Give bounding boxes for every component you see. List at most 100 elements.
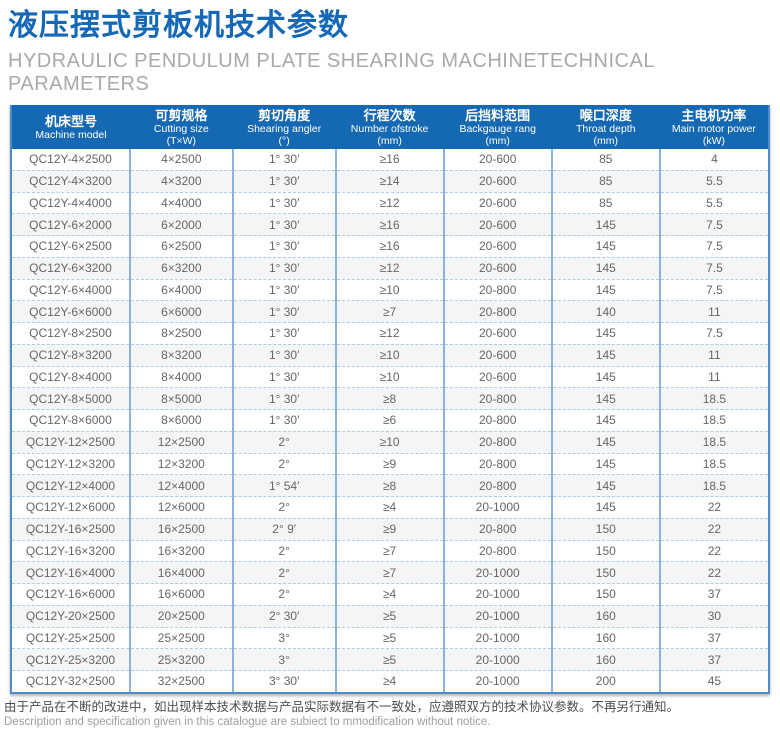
table-cell: 3° bbox=[231, 626, 336, 649]
table-cell: 1° 30′ bbox=[231, 213, 336, 236]
table-cell: ≥12 bbox=[334, 322, 444, 345]
table-cell: 2° bbox=[231, 561, 336, 584]
table-row: QC12Y-16×3200 16×3200 2° ≥7 20-800 150 22 bbox=[12, 539, 768, 562]
table-cell: 160 bbox=[550, 648, 660, 671]
table-cell: 2° bbox=[231, 583, 336, 606]
table-cell: 1° 30′ bbox=[231, 278, 336, 301]
table-cell: 25×3200 bbox=[128, 648, 233, 671]
table-cell: 20-800 bbox=[442, 517, 552, 540]
table-cell: ≥8 bbox=[334, 474, 444, 497]
table-cell: 1° 54′ bbox=[231, 474, 336, 497]
table-cell: 20-600 bbox=[442, 235, 552, 258]
table-cell: 16×4000 bbox=[128, 561, 233, 584]
table-cell: 18.5 bbox=[658, 387, 768, 410]
table-cell: 18.5 bbox=[658, 474, 768, 497]
table-cell: ≥5 bbox=[334, 604, 444, 627]
table-cell: QC12Y-6×3200 bbox=[12, 256, 130, 279]
table-cell: QC12Y-4×3200 bbox=[12, 169, 130, 192]
table-cell: 7.5 bbox=[658, 278, 768, 301]
table-cell: 7.5 bbox=[658, 256, 768, 279]
table-cell: QC12Y-8×4000 bbox=[12, 365, 130, 388]
table-cell: 150 bbox=[550, 517, 660, 540]
table-cell: ≥16 bbox=[334, 149, 444, 171]
spec-table-body: QC12Y-4×2500 4×2500 1° 30′ ≥16 20-600 85 4 QC12… bbox=[12, 149, 768, 692]
table-cell: 140 bbox=[550, 300, 660, 323]
table-cell: 16×3200 bbox=[128, 539, 233, 562]
table-cell: 37 bbox=[658, 583, 768, 606]
table-row: QC12Y-12×6000 12×6000 2° ≥4 20-1000 145 22 bbox=[12, 496, 768, 519]
table-cell: 37 bbox=[658, 626, 768, 649]
table-cell: 200 bbox=[550, 669, 660, 692]
table-cell: 20-600 bbox=[442, 149, 552, 171]
table-cell: 5.5 bbox=[658, 169, 768, 192]
table-cell: QC12Y-6×2000 bbox=[12, 213, 130, 236]
table-cell: 22 bbox=[658, 561, 768, 584]
table-cell: 4×3200 bbox=[128, 169, 233, 192]
table-cell: 22 bbox=[658, 517, 768, 540]
table-cell: 145 bbox=[550, 365, 660, 388]
table-cell: 20-800 bbox=[442, 300, 552, 323]
table-cell: ≥7 bbox=[334, 300, 444, 323]
table-cell: 1° 30′ bbox=[231, 235, 336, 258]
table-cell: 4 bbox=[658, 149, 768, 171]
table-cell: QC12Y-4×2500 bbox=[12, 149, 130, 171]
table-cell: 2° bbox=[231, 496, 336, 519]
table-cell: ≥4 bbox=[334, 583, 444, 606]
table-cell: 20-800 bbox=[442, 409, 552, 432]
table-cell: 30 bbox=[658, 604, 768, 627]
table-cell: 145 bbox=[550, 430, 660, 453]
table-cell: 145 bbox=[550, 343, 660, 366]
table-cell: QC12Y-6×6000 bbox=[12, 300, 130, 323]
table-cell: 1° 30′ bbox=[231, 256, 336, 279]
table-cell: 20-600 bbox=[442, 213, 552, 236]
table-cell: 16×2500 bbox=[128, 517, 233, 540]
table-cell: 32×2500 bbox=[128, 669, 233, 692]
table-cell: QC12Y-16×4000 bbox=[12, 561, 130, 584]
table-cell: 20×2500 bbox=[128, 604, 233, 627]
table-cell: 8×2500 bbox=[128, 322, 233, 345]
table-cell: 1° 30′ bbox=[231, 169, 336, 192]
table-cell: 2° bbox=[231, 452, 336, 475]
table-row: QC12Y-6×3200 6×3200 1° 30′ ≥12 20-600 145 7.5 bbox=[12, 256, 768, 279]
table-cell: 11 bbox=[658, 365, 768, 388]
table-cell: QC12Y-16×2500 bbox=[12, 517, 130, 540]
table-cell: 1° 30′ bbox=[231, 191, 336, 214]
column-header: 行程次数 Number ofstroke (mm) bbox=[335, 105, 444, 149]
table-row: QC12Y-4×4000 4×4000 1° 30′ ≥12 20-600 85 5.5 bbox=[12, 191, 768, 214]
page-subtitle-line2: PARAMETERS bbox=[8, 73, 150, 95]
table-cell: 6×4000 bbox=[128, 278, 233, 301]
table-cell: 4×2500 bbox=[128, 149, 233, 171]
table-cell: 20-1000 bbox=[442, 648, 552, 671]
spec-table: 机床型号 Machine model 可剪规格 Cutting size (T×W) 剪切… bbox=[12, 105, 768, 692]
table-row: QC12Y-25×2500 25×2500 3° ≥5 20-1000 160 37 bbox=[12, 626, 768, 649]
table-cell: ≥6 bbox=[334, 409, 444, 432]
table-cell: 3° bbox=[231, 648, 336, 671]
table-row: QC12Y-8×6000 8×6000 1° 30′ ≥6 20-800 145 18.5 bbox=[12, 409, 768, 432]
table-cell: ≥9 bbox=[334, 452, 444, 475]
table-cell: 1° 30′ bbox=[231, 365, 336, 388]
table-row: QC12Y-16×4000 16×4000 2° ≥7 20-1000 150 22 bbox=[12, 561, 768, 584]
table-cell: 85 bbox=[550, 169, 660, 192]
table-cell: ≥4 bbox=[334, 496, 444, 519]
table-cell: 18.5 bbox=[658, 430, 768, 453]
table-cell: 20-1000 bbox=[442, 496, 552, 519]
table-cell: 20-1000 bbox=[442, 561, 552, 584]
table-cell: 145 bbox=[550, 322, 660, 345]
table-cell: 145 bbox=[550, 474, 660, 497]
table-cell: QC12Y-16×3200 bbox=[12, 539, 130, 562]
table-cell: 20-800 bbox=[442, 387, 552, 410]
header-row: 机床型号 Machine model 可剪规格 Cutting size (T×W) 剪切… bbox=[12, 105, 768, 149]
table-cell: QC12Y-8×2500 bbox=[12, 322, 130, 345]
table-cell: QC12Y-32×2500 bbox=[12, 669, 130, 692]
table-cell: 1° 30′ bbox=[231, 387, 336, 410]
table-cell: 85 bbox=[550, 149, 660, 171]
table-cell: 18.5 bbox=[658, 452, 768, 475]
table-cell: 145 bbox=[550, 496, 660, 519]
table-row: QC12Y-20×2500 20×2500 2° 30′ ≥5 20-1000 160 30 bbox=[12, 604, 768, 627]
table-cell: 6×3200 bbox=[128, 256, 233, 279]
column-header: 机床型号 Machine model bbox=[12, 105, 130, 149]
table-cell: 145 bbox=[550, 409, 660, 432]
column-header: 可剪规格 Cutting size (T×W) bbox=[129, 105, 233, 149]
table-cell: 20-800 bbox=[442, 430, 552, 453]
table-cell: 37 bbox=[658, 648, 768, 671]
